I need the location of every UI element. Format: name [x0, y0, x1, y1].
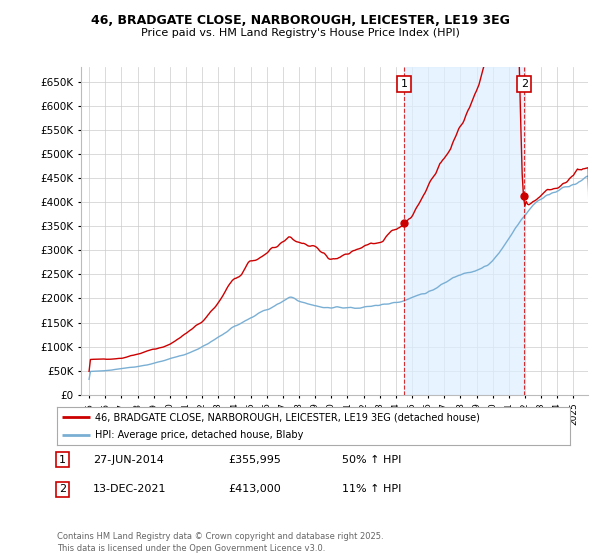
Text: 13-DEC-2021: 13-DEC-2021 [93, 484, 167, 494]
Text: £413,000: £413,000 [228, 484, 281, 494]
Text: £355,995: £355,995 [228, 455, 281, 465]
Text: 1: 1 [59, 455, 66, 465]
Text: 46, BRADGATE CLOSE, NARBOROUGH, LEICESTER, LE19 3EG: 46, BRADGATE CLOSE, NARBOROUGH, LEICESTE… [91, 14, 509, 27]
Text: 1: 1 [400, 79, 407, 89]
Text: HPI: Average price, detached house, Blaby: HPI: Average price, detached house, Blab… [95, 430, 304, 440]
Text: 46, BRADGATE CLOSE, NARBOROUGH, LEICESTER, LE19 3EG (detached house): 46, BRADGATE CLOSE, NARBOROUGH, LEICESTE… [95, 412, 481, 422]
Text: Contains HM Land Registry data © Crown copyright and database right 2025.
This d: Contains HM Land Registry data © Crown c… [57, 532, 383, 553]
Text: 2: 2 [59, 484, 66, 494]
Text: 11% ↑ HPI: 11% ↑ HPI [342, 484, 401, 494]
Text: 27-JUN-2014: 27-JUN-2014 [93, 455, 164, 465]
Text: 2: 2 [521, 79, 528, 89]
Text: 50% ↑ HPI: 50% ↑ HPI [342, 455, 401, 465]
Text: Price paid vs. HM Land Registry's House Price Index (HPI): Price paid vs. HM Land Registry's House … [140, 28, 460, 38]
Bar [404, 67, 524, 395]
